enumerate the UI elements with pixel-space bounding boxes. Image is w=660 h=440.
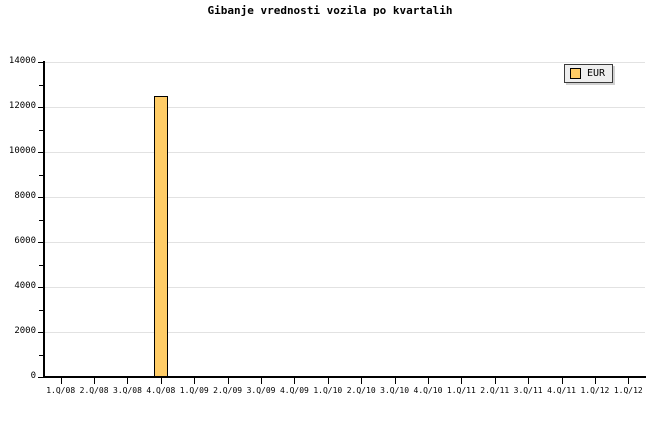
x-axis-tick — [61, 378, 62, 384]
gridline — [44, 197, 645, 198]
gridline — [44, 242, 645, 243]
y-axis-minor-tick — [39, 219, 44, 221]
x-axis-tick-label: 2.Q/09 — [213, 386, 243, 395]
chart-legend[interactable]: EUR — [564, 64, 614, 83]
x-axis-tick-label: 4.Q/08 — [146, 386, 176, 395]
x-axis-tick — [94, 378, 95, 384]
x-axis-tick-label: 3.Q/08 — [113, 386, 142, 395]
y-axis-tick — [38, 107, 44, 108]
gridline — [44, 62, 645, 63]
x-axis-tick-label: 4.Q/11 — [547, 386, 576, 395]
y-axis-tick-label: 2000 — [14, 326, 36, 336]
x-axis-tick-label: 1.Q/12 — [613, 386, 643, 395]
y-axis-tick-label: 8000 — [14, 191, 36, 201]
gridline — [44, 107, 645, 108]
y-axis-tick-label: 4000 — [14, 281, 36, 291]
x-axis-tick — [328, 378, 329, 384]
x-axis-tick-label: 3.Q/10 — [380, 386, 410, 395]
x-axis-tick — [261, 378, 262, 384]
x-axis-tick-label: 4.Q/10 — [413, 386, 443, 395]
x-axis-tick — [228, 378, 229, 384]
y-axis-tick — [38, 332, 44, 333]
x-axis-tick — [161, 378, 162, 384]
x-axis-tick — [428, 378, 429, 384]
y-axis-tick — [38, 242, 44, 243]
plot-area — [44, 62, 645, 377]
x-axis-tick — [395, 378, 396, 384]
x-axis-tick-label: 1.Q/08 — [46, 386, 76, 395]
y-axis-tick — [38, 287, 44, 288]
x-axis-tick — [194, 378, 195, 384]
y-axis-minor-tick — [39, 354, 44, 356]
x-axis-tick-label: 2.Q/10 — [346, 386, 376, 395]
x-axis-tick-label: 1.Q/12 — [580, 386, 610, 395]
legend-label-eur: EUR — [587, 68, 606, 79]
y-axis-tick-label: 10000 — [8, 146, 36, 156]
x-axis-tick — [361, 378, 362, 384]
x-axis-tick-label: 4.Q/09 — [279, 386, 309, 395]
y-axis-minor-tick — [39, 309, 44, 311]
x-axis-tick — [127, 378, 128, 384]
y-axis-tick — [38, 152, 44, 153]
y-axis-line — [43, 61, 45, 378]
bar[interactable] — [153, 95, 168, 377]
x-axis-tick-label: 3.Q/11 — [513, 386, 543, 395]
y-axis-minor-tick — [39, 174, 44, 176]
x-axis-tick-label: 1.Q/11 — [446, 386, 476, 395]
x-axis-tick-label: 2.Q/11 — [480, 386, 510, 395]
gridline — [44, 152, 645, 153]
x-axis-tick — [495, 378, 496, 384]
gridline — [44, 332, 645, 333]
legend-swatch-eur — [570, 68, 581, 79]
y-axis-labels: 0 2000 4000 6000 8000 10000 12000 14000 — [0, 0, 36, 440]
chart-title: Gibanje vrednosti vozila po kvartalih — [207, 4, 453, 17]
y-axis-tick-label: 14000 — [8, 56, 36, 66]
x-axis-tick — [294, 378, 295, 384]
x-axis-tick-label: 2.Q/08 — [79, 386, 109, 395]
y-axis-tick — [38, 197, 44, 198]
y-axis-tick-label: 0 — [30, 371, 36, 381]
x-axis-tick-label: 3.Q/09 — [246, 386, 276, 395]
gridline — [44, 287, 645, 288]
y-axis-tick — [38, 377, 44, 378]
y-axis-minor-tick — [39, 264, 44, 266]
y-axis-tick-label: 12000 — [8, 101, 36, 111]
x-axis-tick-label: 1.Q/09 — [179, 386, 209, 395]
x-axis-tick — [528, 378, 529, 384]
x-axis-tick — [461, 378, 462, 384]
y-axis-minor-tick — [39, 129, 44, 131]
x-axis-line — [44, 376, 646, 378]
y-axis-minor-tick — [39, 84, 44, 86]
x-axis-tick — [628, 378, 629, 384]
x-axis-tick-label: 1.Q/10 — [313, 386, 343, 395]
y-axis-tick — [38, 62, 44, 63]
x-axis-tick — [562, 378, 563, 384]
y-axis-tick-label: 6000 — [14, 236, 36, 246]
x-axis-tick — [595, 378, 596, 384]
